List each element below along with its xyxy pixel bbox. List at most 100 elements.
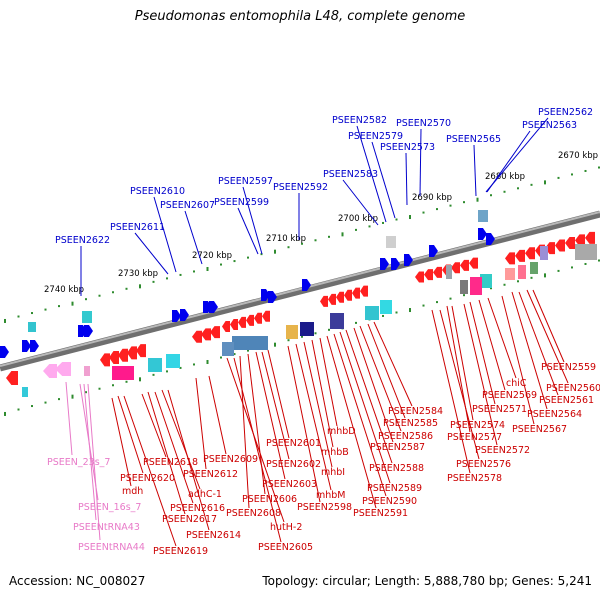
feature-block [84, 366, 90, 376]
scale-tick [58, 305, 60, 308]
gene-label[interactable]: hutH-2 [270, 522, 302, 533]
gene-label[interactable]: PSEEN2559 [541, 362, 596, 373]
gene-label[interactable]: mhbM [316, 490, 346, 501]
gene-label[interactable]: PSEEN2582 [332, 115, 387, 126]
scale-tick [490, 287, 492, 290]
gene-label[interactable]: PSEEN2587 [370, 442, 425, 453]
gene-label[interactable]: PSEEN2603 [262, 479, 317, 490]
gene-label[interactable]: PSEEN2610 [130, 186, 185, 197]
feature-block [28, 322, 36, 332]
scale-tick [85, 298, 87, 301]
gene-label[interactable]: PSEEN2618 [143, 457, 198, 468]
gene-label[interactable]: PSEEN2608 [226, 508, 281, 519]
gene-label[interactable]: PSEEN2622 [55, 235, 110, 246]
leader-line [267, 349, 290, 439]
gene-label[interactable]: PSEEN2562 [538, 107, 593, 118]
gene-label[interactable]: PSEENtRNA44 [78, 542, 145, 553]
gene-label[interactable]: PSEEN2602 [266, 459, 321, 470]
gene-label[interactable]: PSEEN2599 [214, 197, 269, 208]
gene-label[interactable]: PSEEN2605 [258, 542, 313, 553]
leader-line [311, 339, 334, 448]
gene-label[interactable]: PSEEN2583 [323, 169, 378, 180]
leader-line [451, 305, 474, 421]
scale-label: 2680 kbp [485, 172, 525, 182]
gene-label[interactable]: PSEEN2564 [527, 409, 582, 420]
gene-label[interactable]: PSEENtRNA43 [73, 522, 140, 533]
gene-label[interactable]: PSEEN2579 [348, 131, 403, 142]
gene-label[interactable]: PSEEN2563 [522, 120, 577, 131]
gene-label[interactable]: PSEEN2577 [447, 432, 502, 443]
scale-tick [139, 377, 141, 382]
reverse-gene-glyph [424, 269, 433, 281]
gene-label[interactable]: PSEEN2561 [539, 395, 594, 406]
reverse-gene-glyph [555, 239, 565, 252]
gene-label[interactable]: PSEEN2584 [388, 406, 443, 417]
leader-line [261, 351, 290, 460]
scale-tick [422, 304, 425, 307]
gene-label[interactable]: PSEEN2614 [186, 530, 241, 541]
leader-line [359, 325, 402, 432]
gene-label[interactable]: PSEEN2597 [218, 176, 273, 187]
scale-label: 2710 kbp [266, 234, 306, 244]
gene-label[interactable]: PSEEN2565 [446, 134, 501, 145]
scale-tick [409, 215, 411, 220]
scale-label: 2670 kbp [558, 151, 598, 161]
reverse-gene-glyph [415, 271, 424, 283]
gene-label[interactable]: PSEEN2573 [380, 142, 435, 153]
gene-label[interactable]: PSEEN2598 [297, 502, 352, 513]
scale-tick [395, 311, 398, 314]
scale-tick [584, 262, 587, 265]
gene-label[interactable]: mhbI [321, 467, 345, 478]
gene-label[interactable]: PSEEN2606 [242, 494, 297, 505]
gene-label[interactable]: PSEEN2592 [273, 182, 328, 193]
gene-label[interactable]: PSEEN2609 [203, 454, 258, 465]
gene-label[interactable]: PSEEN2570 [396, 118, 451, 129]
gene-label[interactable]: PSEEN2590 [362, 496, 417, 507]
leader-line [303, 341, 333, 468]
gene-label[interactable]: adhC-1 [188, 489, 222, 500]
feature-block [148, 358, 162, 372]
gene-label[interactable]: PSEEN2617 [162, 514, 217, 525]
leader-line [247, 353, 266, 495]
scale-tick [409, 308, 411, 313]
gene-label[interactable]: PSEEN2607 [160, 200, 215, 211]
gene-label[interactable]: PSEEN2572 [475, 445, 530, 456]
scale-tick [463, 294, 465, 297]
gene-label[interactable]: PSEEN2571 [472, 404, 527, 415]
gene-label[interactable]: PSEEN2588 [369, 463, 424, 474]
gene-label[interactable]: PSEEN2586 [378, 431, 433, 442]
leader-line [487, 297, 517, 379]
gene-label[interactable]: PSEEN_23s_7 [47, 457, 110, 468]
leader-line [65, 381, 73, 456]
leader-line [473, 144, 477, 197]
gene-label[interactable]: PSEEN2616 [170, 503, 225, 514]
gene-label[interactable]: PSEEN2567 [512, 424, 567, 435]
gene-label[interactable]: PSEEN2574 [450, 420, 505, 431]
feature-block [330, 313, 344, 329]
gene-label[interactable]: PSEEN2589 [367, 483, 422, 494]
gene-label[interactable]: chiC [506, 378, 527, 389]
gene-label[interactable]: PSEEN2612 [183, 469, 238, 480]
gene-label[interactable]: PSEEN2591 [353, 508, 408, 519]
scale-tick [287, 339, 290, 342]
gene-label[interactable]: mdh [122, 486, 143, 497]
gene-label[interactable]: PSEEN2585 [383, 418, 438, 429]
scale-label: 2720 kbp [192, 251, 232, 261]
gene-label[interactable]: mhbB [321, 447, 349, 458]
gene-label[interactable]: PSEEN_16s_7 [78, 502, 141, 513]
gene-label[interactable]: PSEEN2620 [120, 473, 175, 484]
leader-line [353, 327, 394, 443]
scale-tick [17, 315, 20, 318]
gene-label[interactable]: PSEEN2578 [447, 473, 502, 484]
gene-label[interactable]: PSEEN2560 [546, 383, 600, 394]
gene-label[interactable]: PSEEN2576 [456, 459, 511, 470]
gene-label[interactable]: PSEEN2569 [482, 390, 537, 401]
gene-label[interactable]: PSEEN2611 [110, 222, 165, 233]
reverse-gene-glyph [55, 362, 71, 376]
reverse-gene-glyph [575, 234, 585, 247]
gene-label[interactable]: mhbD [327, 426, 356, 437]
gene-label[interactable]: PSEEN2619 [153, 546, 208, 557]
gene-label[interactable]: PSEEN2601 [266, 438, 321, 449]
leader-line [405, 152, 408, 206]
